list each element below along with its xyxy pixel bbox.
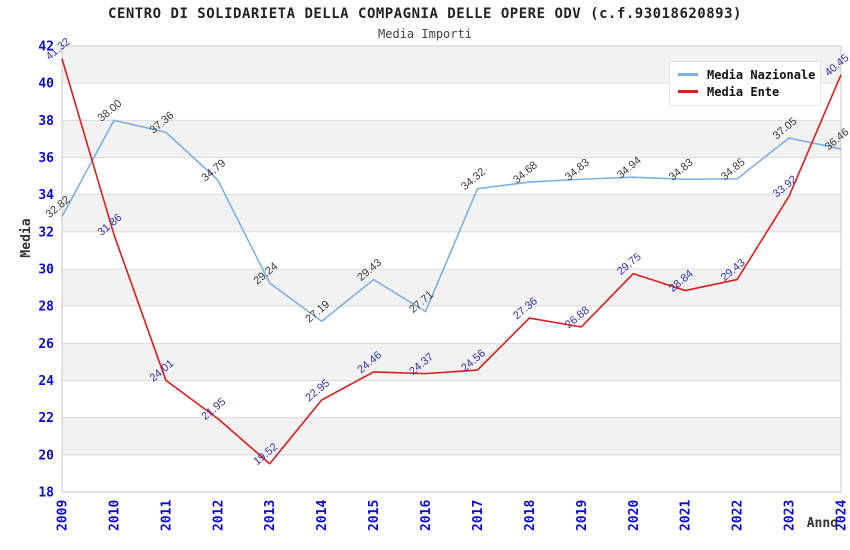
y-axis-tick-label: 28 bbox=[38, 300, 54, 315]
x-axis-tick-label: 2015 bbox=[367, 500, 382, 531]
plot-border bbox=[61, 45, 842, 493]
x-axis-tick-label: 2012 bbox=[211, 500, 226, 531]
x-axis-tick-label: 2011 bbox=[159, 500, 174, 531]
y-axis-tick-label: 26 bbox=[38, 337, 54, 352]
chart-title: CENTRO DI SOLIDARIETA DELLA COMPAGNIA DE… bbox=[108, 6, 742, 22]
x-axis-tick-label: 2023 bbox=[783, 500, 798, 531]
x-axis-title: Anno bbox=[807, 516, 838, 531]
series-line-media-nazionale bbox=[61, 119, 842, 323]
y-axis-tick-label: 20 bbox=[38, 448, 54, 463]
x-axis-tick-label: 2016 bbox=[419, 500, 434, 531]
x-axis-tick-label: 2014 bbox=[315, 500, 330, 531]
x-axis-tick-label: 2018 bbox=[523, 500, 538, 531]
y-axis-tick-label: 24 bbox=[38, 374, 54, 389]
x-axis-tick-label: 2017 bbox=[471, 500, 486, 531]
y-axis-tick-label: 22 bbox=[38, 411, 54, 426]
legend-box: Media Nazionale Media Ente bbox=[669, 61, 821, 106]
x-axis-tick-label: 2013 bbox=[263, 500, 278, 531]
legend-label: Media Nazionale bbox=[707, 67, 816, 82]
plot-band bbox=[62, 343, 841, 381]
legend-swatch-blue-line bbox=[678, 73, 698, 76]
x-axis-tick-label: 2022 bbox=[731, 500, 746, 531]
y-axis-tick-label: 42 bbox=[38, 40, 54, 55]
legend-swatch-red-line bbox=[678, 90, 698, 93]
x-axis-tick-label: 2020 bbox=[627, 500, 642, 531]
series-line-media-ente bbox=[61, 58, 842, 465]
legend-entry-media-nazionale: Media Nazionale bbox=[670, 66, 820, 83]
y-axis-tick-label: 36 bbox=[38, 151, 54, 166]
plot-band bbox=[62, 269, 841, 307]
point-label: 22.95 bbox=[303, 377, 332, 404]
x-axis-tick-label: 2019 bbox=[575, 500, 590, 531]
legend-label: Media Ente bbox=[707, 84, 780, 99]
x-axis-tick-label: 2024 bbox=[835, 500, 850, 531]
y-axis-tick-label: 32 bbox=[38, 225, 54, 240]
plot-band bbox=[62, 120, 841, 158]
y-axis-tick-label: 38 bbox=[38, 114, 54, 129]
y-axis-title: Media bbox=[19, 218, 34, 257]
chart-subtitle: Media Importi bbox=[378, 27, 472, 41]
plot-band bbox=[62, 194, 841, 232]
x-axis-tick-label: 2021 bbox=[679, 500, 694, 531]
point-label: 34.79 bbox=[199, 157, 228, 184]
y-axis-tick-label: 40 bbox=[38, 77, 54, 92]
y-axis-tick-label: 18 bbox=[38, 486, 54, 501]
x-axis-tick-label: 2009 bbox=[56, 500, 71, 531]
plot-band bbox=[62, 417, 841, 455]
y-axis-tick-label: 30 bbox=[38, 263, 54, 278]
x-axis-tick-label: 2010 bbox=[107, 500, 122, 531]
point-label: 34.32 bbox=[459, 166, 488, 193]
y-axis-tick-label: 34 bbox=[38, 188, 54, 203]
legend-entry-media-ente: Media Ente bbox=[670, 83, 820, 100]
